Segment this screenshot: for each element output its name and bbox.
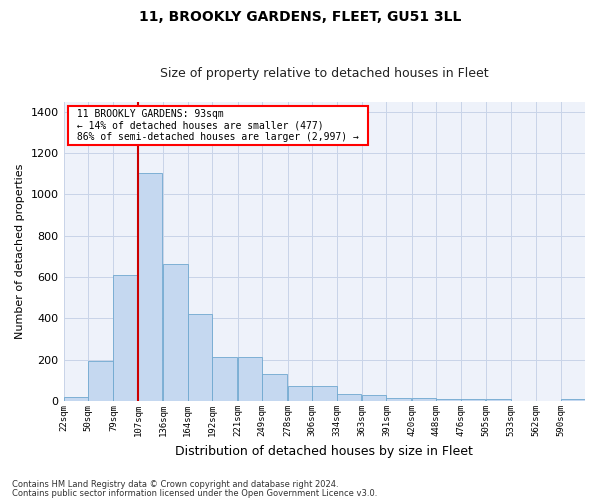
Bar (262, 374, 287, 401)
Title: Size of property relative to detached houses in Fleet: Size of property relative to detached ho… (160, 66, 488, 80)
Text: Contains HM Land Registry data © Crown copyright and database right 2024.: Contains HM Land Registry data © Crown c… (12, 480, 338, 489)
Bar (212, 356, 237, 401)
Bar (386, 398, 411, 401)
Bar (238, 356, 262, 401)
Bar (461, 398, 485, 401)
Bar (163, 264, 188, 401)
Bar (88, 361, 113, 401)
Bar (412, 398, 436, 401)
Text: 11, BROOKLY GARDENS, FLEET, GU51 3LL: 11, BROOKLY GARDENS, FLEET, GU51 3LL (139, 10, 461, 24)
Bar (486, 399, 511, 401)
Bar (287, 386, 312, 401)
Bar (362, 395, 386, 401)
X-axis label: Distribution of detached houses by size in Fleet: Distribution of detached houses by size … (175, 444, 473, 458)
Bar (188, 314, 212, 401)
Text: Contains public sector information licensed under the Open Government Licence v3: Contains public sector information licen… (12, 488, 377, 498)
Bar (436, 398, 461, 401)
Bar (64, 397, 88, 401)
Bar (138, 173, 163, 401)
Bar (337, 394, 361, 401)
Bar (312, 386, 337, 401)
Bar (113, 275, 138, 401)
Text: 11 BROOKLY GARDENS: 93sqm
 ← 14% of detached houses are smaller (477)
 86% of se: 11 BROOKLY GARDENS: 93sqm ← 14% of detac… (71, 109, 365, 142)
Y-axis label: Number of detached properties: Number of detached properties (15, 164, 25, 339)
Bar (560, 398, 585, 401)
